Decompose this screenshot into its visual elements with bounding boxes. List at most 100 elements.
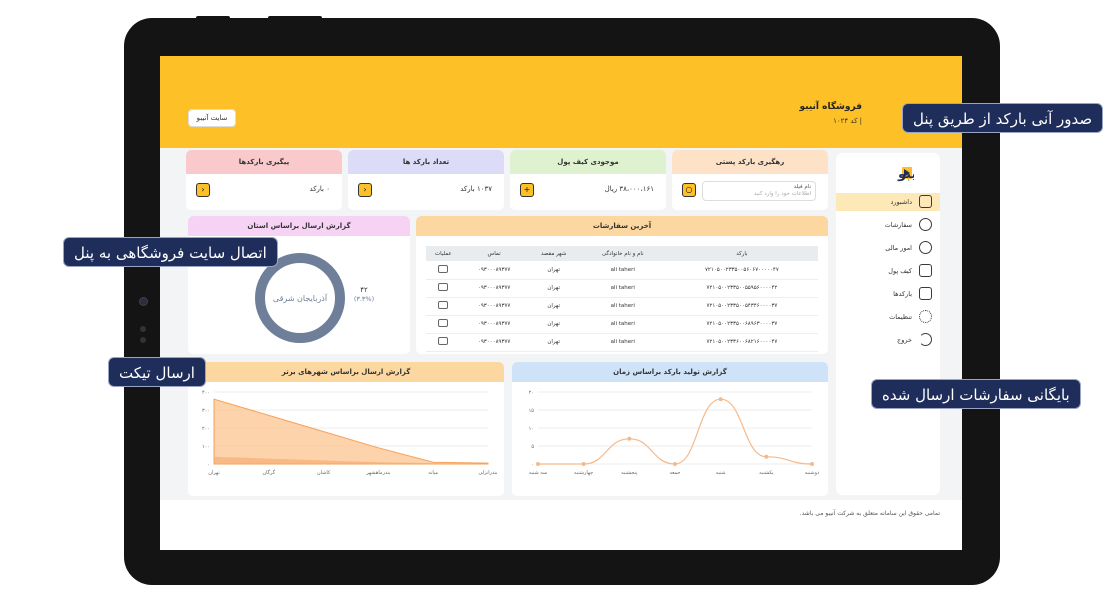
barcode-follow-button[interactable]: ‹ xyxy=(196,183,210,197)
tablet-button xyxy=(196,16,230,20)
phone-cell: ۰۹۳۰۰۰۸۹۳۷۷ xyxy=(460,315,528,334)
time-data-point xyxy=(536,462,540,466)
orders-title: آخرین سفارشات xyxy=(416,216,828,236)
table-row[interactable]: ۷۲۱۰۵۰۰۲۳۳۵۰۰۵۶۰۶۷۰۰۰۰۰۴۷ ali taheri تهر… xyxy=(426,261,818,280)
sidebar-item-label: امور مالی xyxy=(885,244,912,252)
sidebar-item-wallet[interactable]: کیف پول xyxy=(836,262,940,280)
print-icon[interactable] xyxy=(438,301,449,309)
province-report-panel: گزارش ارسال براساس استان آذربایجان شرقی … xyxy=(188,216,410,354)
city-cell: تهران xyxy=(527,315,580,334)
city-report-panel: گزارش ارسال براساس شهرهای برتر ۴۰۰ ۳۰۰ ۲۰۰… xyxy=(188,362,504,496)
name-cell: ali taheri xyxy=(579,279,666,298)
city-cell: تهران xyxy=(527,333,580,352)
sidebar-item-finance[interactable]: امور مالی xyxy=(836,239,940,257)
print-icon[interactable] xyxy=(438,319,449,327)
time-y-tick-label: ۰ xyxy=(531,462,534,468)
barcode-follow-count: ۰ بارکد xyxy=(309,185,330,193)
table-row[interactable]: ۷۲۱۰۵۰۰۲۳۳۵۰۰۶۸۹۶۳۰۰۰۰۳۷ ali taheri تهرا… xyxy=(426,315,818,334)
print-icon[interactable] xyxy=(438,337,449,345)
time-line-chart: ۲۰ ۱۵ ۱۰ ۵ ۰ دوشنبه یکشنبه شنبه جمعه پنجشنبه چهارش… xyxy=(529,390,820,476)
time-x-tick-label: جمعه xyxy=(669,470,680,476)
city-area-chart: ۴۰۰ ۳۰۰ ۲۰۰ ۱۰۰ ۰ تهران گرگان کاشان بندرماهشهر می… xyxy=(202,390,498,476)
time-x-tick-label: یکشنبه xyxy=(759,470,774,476)
sidebar-item-dashboard[interactable]: داشبورد xyxy=(836,193,940,211)
city-x-tick-label: بندرانزلی xyxy=(478,470,497,476)
sidebar-item-settings[interactable]: تنظیمات xyxy=(836,308,940,326)
actions-cell xyxy=(426,315,461,334)
orders-icon xyxy=(919,218,932,231)
callout-store-connect: اتصال سایت فروشگاهی به پنل xyxy=(63,237,278,267)
city-area-series-2 xyxy=(214,456,488,464)
shop-name: فروشگاه آنیبو xyxy=(799,102,862,112)
name-cell: ali taheri xyxy=(579,333,666,352)
card-title: موجودی کیف پول xyxy=(510,150,666,174)
column-header: شهر مقصد xyxy=(527,246,580,261)
barcode-count-button[interactable]: ‹ xyxy=(358,183,372,197)
time-line-series xyxy=(538,398,813,465)
city-x-tick-label: کاشان xyxy=(317,470,331,476)
province-report-title: گزارش ارسال براساس استان xyxy=(188,216,410,236)
time-x-tick-label: دوشنبه xyxy=(805,470,820,476)
actions-cell xyxy=(426,333,461,352)
time-y-tick-label: ۲۰ xyxy=(529,390,534,396)
barcode-cell: ۷۲۱۰۵۰۰۲۳۳۵۰۰۶۸۹۶۳۰۰۰۰۳۷ xyxy=(665,315,818,334)
city-y-tick-label: ۴۰۰ xyxy=(202,390,210,396)
name-cell: ali taheri xyxy=(579,315,666,334)
header-banner xyxy=(160,56,962,159)
time-data-point xyxy=(718,397,723,402)
sidebar-item-label: خروج xyxy=(897,336,912,344)
barcode-count-card: تعداد بارکد ها ۱۰۳۷ بارکد ‹ xyxy=(348,150,504,210)
barcode-cell: ۷۲۱۰۵۰۰۲۳۳۵۰۰۵۶۰۶۷۰۰۰۰۰۴۷ xyxy=(665,261,818,280)
sidebar-item-label: داشبورد xyxy=(890,198,913,206)
sidebar-item-barcodes[interactable]: بارکدها xyxy=(836,285,940,303)
table-row[interactable]: ۷۲۱۰۵۰۰۲۳۳۵۰۰۵۵۹۵۶۰۰۰۰۴۲ ali taheri تهرا… xyxy=(426,279,818,298)
phone-cell: ۰۹۳۰۰۰۸۹۳۷۷ xyxy=(460,261,528,280)
name-cell: ali taheri xyxy=(579,261,666,280)
barcode-follow-card: پیگیری بارکدها ۰ بارکد ‹ xyxy=(186,150,342,210)
tablet-sensor xyxy=(140,337,146,343)
print-icon[interactable] xyxy=(438,283,449,291)
table-row[interactable]: ۷۲۱۰۵۰۰۲۳۳۵۰۰۵۴۳۴۶۰۰۰۰۳۷ ali taheri تهرا… xyxy=(426,297,818,316)
sidebar-item-label: بارکدها xyxy=(893,290,912,298)
city-cell: تهران xyxy=(527,297,580,316)
search-button[interactable]: ○ xyxy=(682,183,696,197)
barcode-icon xyxy=(919,287,932,300)
sidebar-item-logout[interactable]: خروج xyxy=(836,331,940,349)
site-button[interactable]: سایت آنیبو xyxy=(188,109,236,127)
tracking-input[interactable]: نام فیلد اطلاعات خود را وارد کنید xyxy=(702,181,816,201)
orders-panel: آخرین سفارشات بارکد نام و نام خانوادگی ش… xyxy=(416,216,828,354)
donut-ring xyxy=(255,253,345,343)
time-y-tick-label: ۱۵ xyxy=(529,408,535,414)
card-title: پیگیری بارکدها xyxy=(186,150,342,174)
callout-archive: بایگانی سفارشات ارسال شده xyxy=(871,379,1081,409)
column-header: تماس xyxy=(460,246,528,261)
donut-value-label: ۴۲ xyxy=(360,286,368,294)
city-y-tick-label: ۰ xyxy=(207,462,210,468)
city-x-tick-label: گرگان xyxy=(262,469,275,476)
sidebar: ﺁﻧﻴﺒﻮ داشبورد سفارشات امور مالی کیف پول … xyxy=(836,153,940,495)
print-icon[interactable] xyxy=(438,264,449,273)
city-cell: تهران xyxy=(527,261,580,280)
sidebar-item-label: تنظیمات xyxy=(889,313,912,321)
callout-barcode-issue: صدور آنی بارکد از طریق پنل xyxy=(902,103,1104,133)
field-placeholder: اطلاعات خود را وارد کنید xyxy=(753,191,811,197)
tablet-camera xyxy=(139,297,148,306)
table-row[interactable]: ۷۲۱۰۵۰۰۲۳۳۶۰۰۶۸۲۱۶۰۰۰۰۴۷ ali taheri تهرا… xyxy=(426,333,818,352)
sidebar-item-orders[interactable]: سفارشات xyxy=(836,216,940,234)
card-title: رهگیری بارکد پستی xyxy=(672,150,828,174)
time-y-tick-label: ۵ xyxy=(531,444,534,450)
plus-icon: + xyxy=(523,185,531,194)
tablet-sensor xyxy=(140,326,146,332)
city-x-tick-label: میانه xyxy=(428,470,438,476)
add-funds-button[interactable]: + xyxy=(520,183,534,197)
shop-code: | کد ۱۰۲۴ xyxy=(833,117,862,125)
callout-ticket: ارسال تیکت xyxy=(108,357,206,387)
city-y-tick-label: ۳۰۰ xyxy=(202,408,210,414)
wallet-icon xyxy=(919,264,932,277)
gear-icon xyxy=(919,310,932,323)
time-data-point xyxy=(627,436,632,441)
column-header: نام و نام خانوادگی xyxy=(579,246,666,261)
wallet-card: موجودی کیف پول ۳۸،۰۰۰،۱۶۱ ریال + xyxy=(510,150,666,210)
tracking-card: رهگیری بارکد پستی نام فیلد اطلاعات خود ر… xyxy=(672,150,828,210)
search-icon: ○ xyxy=(685,185,693,194)
